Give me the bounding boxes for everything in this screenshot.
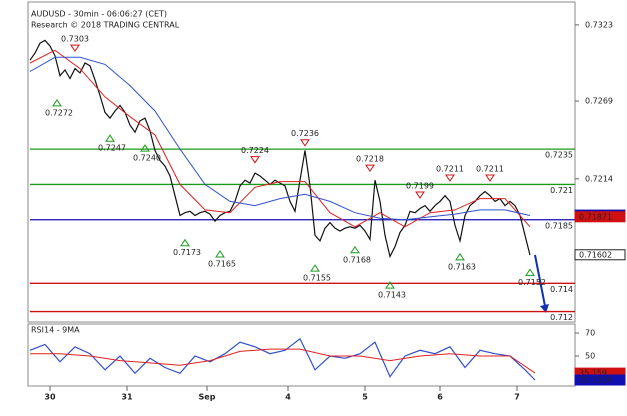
level-label: 0.7185: [545, 221, 573, 230]
price-tag: [574, 211, 626, 223]
series-line: [29, 56, 531, 221]
low-marker: [525, 268, 535, 276]
high-label: 0.7236: [291, 129, 319, 138]
chart-subtitle: Research © 2018 TRADING CENTRAL: [31, 21, 180, 30]
x-tick-label: 5: [362, 393, 368, 402]
low-marker: [385, 281, 395, 289]
price-panel: [27, 1, 576, 323]
high-marker: [445, 174, 455, 182]
rsi-panel: [27, 323, 576, 387]
high-label: 0.7211: [436, 165, 464, 174]
low-label: 0.7247: [98, 144, 126, 153]
high-marker: [70, 44, 80, 53]
high-label: 0.7218: [356, 155, 384, 164]
high-marker: [415, 191, 425, 199]
rsi-title: RSI14 - 9MA: [31, 326, 80, 335]
low-marker: [52, 98, 62, 107]
x-tick-label: 6: [437, 393, 443, 402]
low-label: 0.7143: [378, 291, 406, 300]
x-tick-label: 31: [121, 393, 133, 402]
price-tag-label: 0.71602: [579, 250, 612, 259]
low-label: 0.7165: [208, 259, 236, 268]
low-label: 0.7152: [518, 278, 546, 287]
level-label: 0.714: [550, 285, 573, 294]
low-label: 0.7272: [45, 108, 73, 117]
low-label: 0.7168: [343, 255, 371, 264]
x-tick-label: Sep: [199, 393, 216, 402]
low-marker: [350, 245, 360, 254]
price-tag-label: 35.159: [579, 369, 607, 378]
y-tick-label: 70: [585, 329, 595, 338]
projection-arrow: [534, 254, 546, 307]
low-label: 0.7173: [173, 248, 201, 257]
y-tick-label: 0.7269: [585, 97, 613, 106]
level-label: 0.721: [550, 186, 573, 195]
x-tick-label: 30: [44, 393, 56, 402]
y-tick-label: 50: [585, 352, 595, 361]
high-label: 0.7211: [476, 165, 504, 174]
projection-arrow-head: [540, 304, 549, 313]
series-line: [29, 49, 531, 228]
x-tick-label: 7: [514, 393, 520, 402]
y-tick-label: 0.7214: [585, 174, 613, 183]
high-label: 0.7224: [241, 146, 269, 155]
price-tag-label: 29.1536: [579, 376, 612, 385]
price-tag: [574, 374, 626, 386]
series-line: [30, 348, 536, 374]
high-label: 0.7199: [406, 181, 434, 190]
low-label: 0.7163: [448, 262, 476, 271]
y-tick-label: 0.7323: [585, 20, 613, 29]
price-tag: [574, 249, 626, 261]
price-tag-label: 0.71871: [579, 212, 612, 221]
high-marker: [365, 164, 375, 173]
low-label: 0.7155: [303, 274, 331, 283]
high-marker: [300, 139, 310, 147]
low-marker: [455, 252, 465, 261]
chart-title: AUDUSD - 30min - 06:06:27 (CET): [31, 10, 167, 19]
series-line: [29, 39, 531, 259]
low-marker: [105, 134, 115, 142]
low-marker: [140, 144, 150, 152]
low-marker: [215, 250, 225, 258]
level-label: 0.712: [550, 313, 573, 322]
low-marker: [310, 264, 320, 272]
x-tick-label: 4: [285, 393, 291, 402]
high-marker: [485, 174, 495, 182]
low-marker: [180, 238, 190, 247]
low-label: 0.7240: [133, 154, 161, 163]
high-label: 0.7303: [61, 35, 89, 44]
high-marker: [250, 156, 260, 164]
level-label: 0.7235: [545, 151, 573, 160]
